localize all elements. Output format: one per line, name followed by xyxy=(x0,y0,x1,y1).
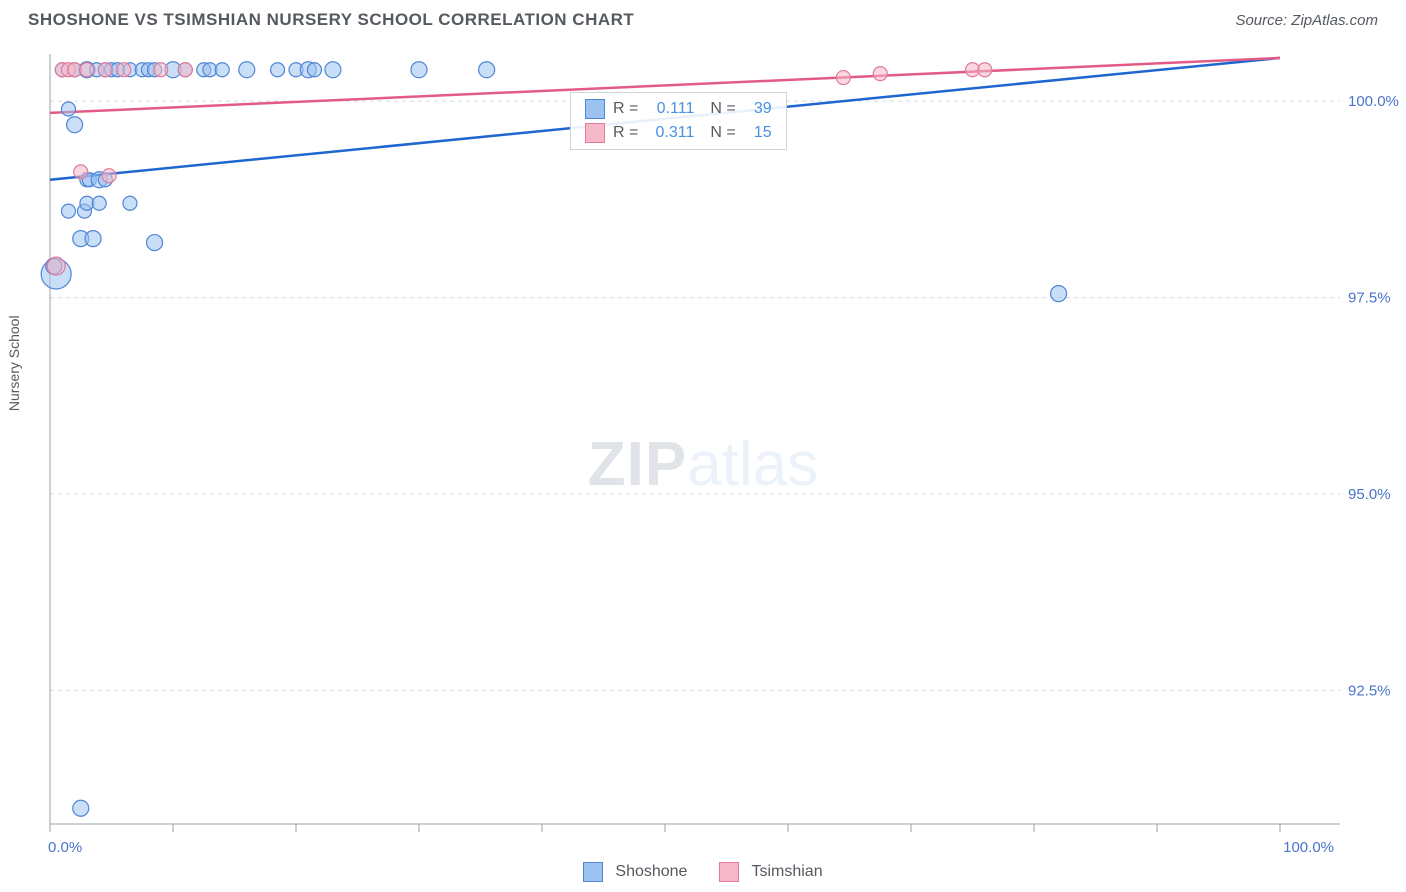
data-point xyxy=(47,257,65,275)
x-max-label: 100.0% xyxy=(1283,839,1334,856)
data-point xyxy=(325,62,341,78)
data-point xyxy=(873,67,887,81)
data-point xyxy=(61,102,75,116)
data-point xyxy=(215,63,229,77)
data-point xyxy=(271,63,285,77)
legend-item: Tsimshian xyxy=(711,863,830,880)
data-point xyxy=(239,62,255,78)
data-point xyxy=(80,63,94,77)
data-point xyxy=(1051,286,1067,302)
data-point xyxy=(154,63,168,77)
data-point xyxy=(479,62,495,78)
data-point xyxy=(73,800,89,816)
header: SHOSHONE VS TSIMSHIAN NURSERY SCHOOL COR… xyxy=(0,0,1406,34)
legend-item: Shoshone xyxy=(575,863,695,880)
source-label: Source: ZipAtlas.com xyxy=(1235,12,1378,29)
svg-text:95.0%: 95.0% xyxy=(1348,486,1391,503)
data-point xyxy=(147,235,163,251)
stats-legend: R =0.111N =39R =0.311N =15 xyxy=(570,92,787,150)
data-point xyxy=(98,63,112,77)
data-point xyxy=(67,117,83,133)
svg-text:92.5%: 92.5% xyxy=(1348,682,1391,699)
y-axis-label: Nursery School xyxy=(6,315,22,411)
chart-area: Nursery School 100.0%97.5%95.0%92.5% ZIP… xyxy=(0,34,1406,884)
data-point xyxy=(978,63,992,77)
svg-text:100.0%: 100.0% xyxy=(1348,93,1399,110)
data-point xyxy=(92,196,106,210)
scatter-chart: 100.0% 97.5% 95.0% 92.5% xyxy=(0,34,1406,854)
chart-title: SHOSHONE VS TSIMSHIAN NURSERY SCHOOL COR… xyxy=(28,10,634,30)
data-point xyxy=(117,63,131,77)
x-min-label: 0.0% xyxy=(48,839,82,856)
data-point xyxy=(123,196,137,210)
data-point xyxy=(102,169,116,183)
data-point xyxy=(85,231,101,247)
stats-row: R =0.311N =15 xyxy=(585,121,772,145)
series-legend: Shoshone Tsimshian xyxy=(0,862,1406,882)
data-point xyxy=(836,71,850,85)
data-point xyxy=(178,63,192,77)
svg-text:97.5%: 97.5% xyxy=(1348,290,1391,307)
data-point xyxy=(307,63,321,77)
data-point xyxy=(61,204,75,218)
data-point xyxy=(74,165,88,179)
data-point xyxy=(411,62,427,78)
stats-row: R =0.111N =39 xyxy=(585,97,772,121)
